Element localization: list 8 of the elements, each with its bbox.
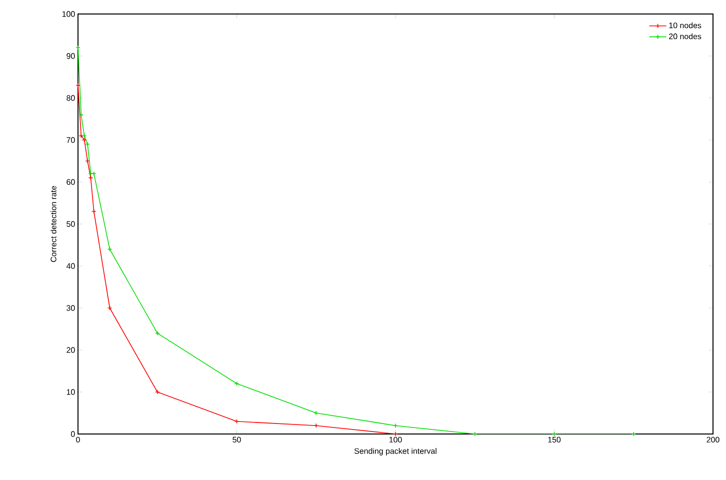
point [472, 432, 478, 436]
point [91, 209, 96, 214]
point [314, 410, 319, 416]
point [91, 171, 96, 176]
point [314, 423, 319, 428]
point [154, 390, 160, 394]
point [393, 423, 398, 428]
point [85, 158, 90, 164]
